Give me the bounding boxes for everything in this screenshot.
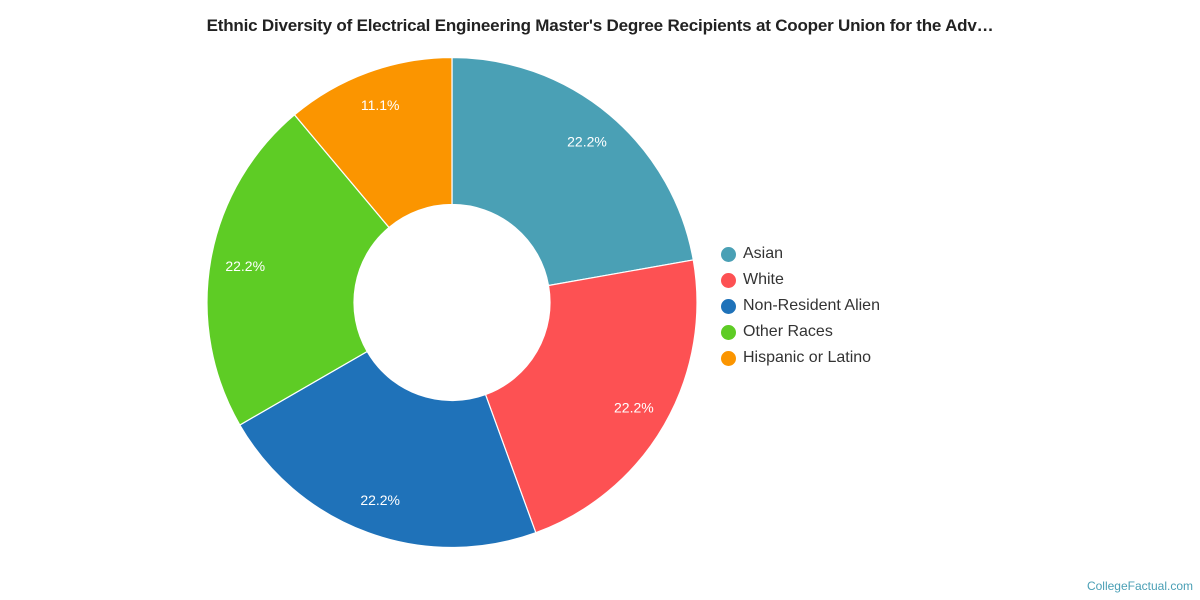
legend-label: Other Races <box>743 323 833 340</box>
legend-label: White <box>743 271 784 288</box>
slice-value-label: 22.2% <box>614 400 654 416</box>
slice-value-label: 22.2% <box>225 258 265 274</box>
legend-dot-icon <box>721 272 736 288</box>
legend-label: Non-Resident Alien <box>743 297 880 314</box>
legend-item-other-races[interactable]: Other Races <box>721 319 880 345</box>
legend-item-non-resident-alien[interactable]: Non-Resident Alien <box>721 293 880 319</box>
legend-dot-icon <box>721 298 736 314</box>
slice-value-label: 22.2% <box>567 134 607 150</box>
legend-item-white[interactable]: White <box>721 267 880 293</box>
slice-value-label: 11.1% <box>361 97 400 113</box>
legend-label: Hispanic or Latino <box>743 349 872 366</box>
slice-asian[interactable] <box>451 56 694 287</box>
slice-hispanic-or-latino[interactable] <box>293 56 453 229</box>
legend-item-hispanic-or-latino[interactable]: Hispanic or Latino <box>721 345 880 371</box>
donut-slices <box>206 56 698 549</box>
slice-non-resident-alien[interactable] <box>239 350 537 549</box>
chart-title: Ethnic Diversity of Electrical Engineeri… <box>206 16 994 35</box>
legend-item-asian[interactable]: Asian <box>721 241 880 267</box>
credit-link[interactable]: CollegeFactual.com <box>1086 579 1193 593</box>
legend: Asian White Non-Resident Alien Other Rac… <box>721 241 880 371</box>
legend-dot-icon <box>721 350 736 366</box>
slice-other-races[interactable] <box>206 113 390 426</box>
legend-label: Asian <box>743 245 784 262</box>
legend-dot-icon <box>721 324 736 340</box>
slice-labels: 22.2% 22.2% 22.2% 22.2% 11.1% <box>225 97 653 508</box>
legend-dot-icon <box>721 246 736 262</box>
slice-white[interactable] <box>484 259 698 534</box>
slice-value-label: 22.2% <box>360 492 400 508</box>
